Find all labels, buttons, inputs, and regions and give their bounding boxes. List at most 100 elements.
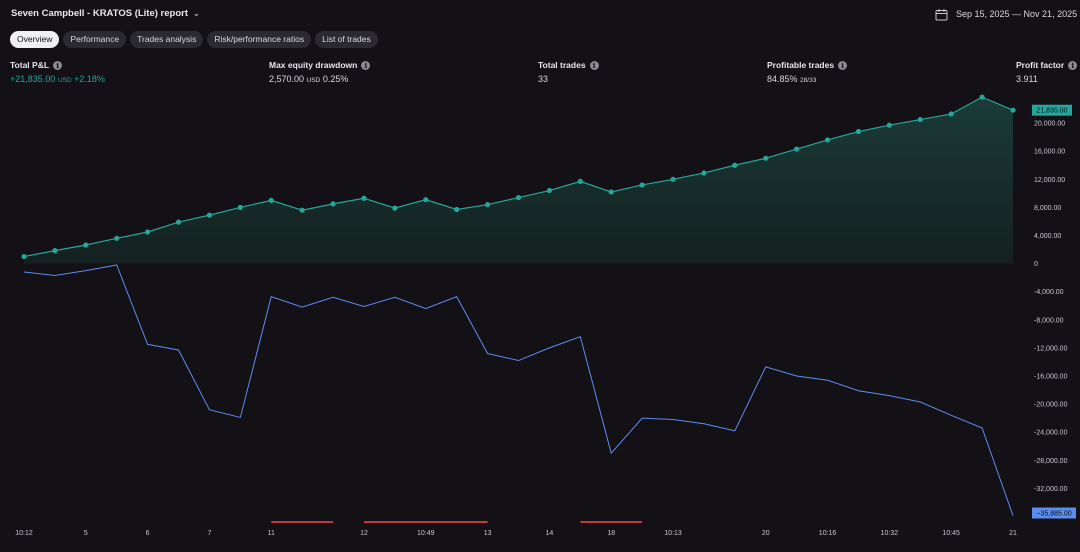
y-tick-label: 4,000.00 xyxy=(1034,233,1061,240)
y-tick-label: 0 xyxy=(1034,261,1038,268)
y-tick-label: -4,000.00 xyxy=(1034,289,1064,296)
tab-list-of-trades[interactable]: List of trades xyxy=(315,31,378,48)
equity-last-value-tag xyxy=(1032,104,1072,116)
equity-drawdown-chart[interactable]: 20,000.00 16,000.00 12,000.00 8,000.00 4,000… xyxy=(0,90,1080,552)
tab-overview[interactable]: Overview xyxy=(10,31,60,48)
y-tick-label: 20,000.00 xyxy=(1034,121,1065,128)
metric-value: +21,835.00 xyxy=(10,74,56,84)
info-icon[interactable]: i xyxy=(361,60,371,70)
y-tick-label: -20,000.00 xyxy=(1034,402,1068,409)
y-tick-label: -12,000.00 xyxy=(1034,345,1068,352)
y-tick-label: 12,000.00 xyxy=(1034,177,1065,184)
y-tick-label: 8,000.00 xyxy=(1034,205,1061,212)
equity-point xyxy=(886,122,892,128)
x-tick-label: 10:49 xyxy=(417,530,435,537)
metric-label: Total P&L xyxy=(10,60,50,70)
equity-point xyxy=(361,195,367,201)
y-tick-label: -16,000.00 xyxy=(1034,373,1068,380)
metric-total-trades: Total trades i 33 xyxy=(538,60,599,84)
equity-area xyxy=(24,97,1013,264)
equity-point xyxy=(392,205,398,211)
equity-point xyxy=(21,253,27,260)
x-tick-label: 7 xyxy=(207,530,211,537)
date-range-text: Sep 15, 2025 — Nov 21, 2025 xyxy=(956,9,1078,19)
metric-label: Total trades xyxy=(538,60,586,70)
equity-point xyxy=(52,247,58,254)
metric-value: 2,570.00 xyxy=(269,74,305,84)
y-tick-label: -32,000.00 xyxy=(1034,486,1068,493)
x-tick-label: 21 xyxy=(1009,530,1017,537)
equity-point xyxy=(701,170,707,176)
drawdown-last-value-label: −35,885.00 xyxy=(1036,511,1071,518)
metric-max-drawdown: Max equity drawdown i 2,570.00 USD 0.25% xyxy=(269,60,371,84)
x-tick-label: 12 xyxy=(360,530,368,537)
info-icon[interactable]: i xyxy=(589,60,599,70)
equity-point xyxy=(639,182,645,188)
equity-point xyxy=(917,116,923,123)
x-tick-label: 5 xyxy=(84,530,88,537)
y-tick-label: -24,000.00 xyxy=(1034,430,1068,437)
report-title-text: Seven Campbell - KRATOS (Lite) report xyxy=(11,8,189,19)
tab-performance[interactable]: Performance xyxy=(63,31,127,48)
x-tick-label: 6 xyxy=(146,530,150,537)
equity-point xyxy=(824,137,831,143)
drawdown-last-value-tag xyxy=(1032,507,1076,519)
metric-percent: 0.25% xyxy=(322,74,349,84)
x-tick-label: 10:16 xyxy=(819,530,837,537)
report-tabs: Overview Performance Trades analysis Ris… xyxy=(10,31,378,48)
metric-label: Profit factor xyxy=(1016,60,1065,70)
metric-label: Max equity drawdown xyxy=(269,60,358,70)
equity-point xyxy=(145,229,151,235)
equity-last-value-label: 21,835.00 xyxy=(1036,108,1067,115)
calendar-icon xyxy=(935,8,948,20)
equity-point xyxy=(670,176,676,182)
metric-percent: +2.18% xyxy=(74,74,105,84)
equity-point xyxy=(423,197,429,203)
metric-value: 33 xyxy=(538,74,549,84)
equity-point xyxy=(237,204,243,210)
metric-label: Profitable trades xyxy=(767,60,835,70)
equity-point xyxy=(268,197,274,203)
info-icon[interactable]: i xyxy=(53,60,63,70)
equity-point xyxy=(175,219,182,225)
x-tick-label: 10:13 xyxy=(664,530,682,537)
drawdown-line xyxy=(23,264,1014,516)
metric-total-pnl: Total P&L i +21,835.00 USD +2.18% xyxy=(10,60,105,84)
equity-point xyxy=(763,155,769,161)
x-tick-label: 13 xyxy=(484,530,492,537)
report-title[interactable]: Seven Campbell - KRATOS (Lite) report ⌄ xyxy=(11,8,200,19)
info-icon[interactable]: i xyxy=(1068,60,1078,70)
x-tick-label: 11 xyxy=(268,530,275,537)
equity-point xyxy=(484,201,491,208)
metric-value: 3.911 xyxy=(1016,74,1038,84)
x-tick-label: 18 xyxy=(607,530,615,537)
equity-point xyxy=(546,187,553,194)
metric-profitable-trades: Profitable trades i 84.85% 28/33 xyxy=(767,60,848,84)
equity-point xyxy=(732,162,738,168)
report-header: Seven Campbell - KRATOS (Lite) report ⌄ S… xyxy=(0,0,1080,28)
metric-value: 84.85% xyxy=(767,74,798,84)
x-tick-label: 10:12 xyxy=(15,530,33,537)
equity-point xyxy=(979,94,985,100)
metric-ratio: 28/33 xyxy=(800,77,817,84)
equity-point xyxy=(206,212,213,218)
equity-point xyxy=(608,189,614,195)
info-icon[interactable]: i xyxy=(838,60,848,70)
x-tick-label: 10:32 xyxy=(881,530,899,537)
equity-point xyxy=(454,206,460,213)
x-tick-label: 14 xyxy=(546,530,554,537)
metric-unit: USD xyxy=(57,77,72,84)
tab-risk-performance-ratios[interactable]: Risk/performance ratios xyxy=(207,31,312,48)
equity-point xyxy=(515,194,522,201)
tab-trades-analysis[interactable]: Trades analysis xyxy=(130,31,204,48)
x-tick-label: 10:45 xyxy=(942,530,960,537)
y-tick-label: -8,000.00 xyxy=(1034,317,1064,324)
date-range-picker[interactable]: Sep 15, 2025 — Nov 21, 2025 xyxy=(935,4,1080,24)
metric-unit: USD xyxy=(306,77,321,84)
y-tick-label: 16,000.00 xyxy=(1034,149,1065,156)
equity-point xyxy=(330,201,336,207)
equity-point xyxy=(577,178,583,185)
chevron-down-icon[interactable]: ⌄ xyxy=(193,9,200,18)
equity-point xyxy=(855,128,862,135)
equity-point xyxy=(948,111,954,117)
